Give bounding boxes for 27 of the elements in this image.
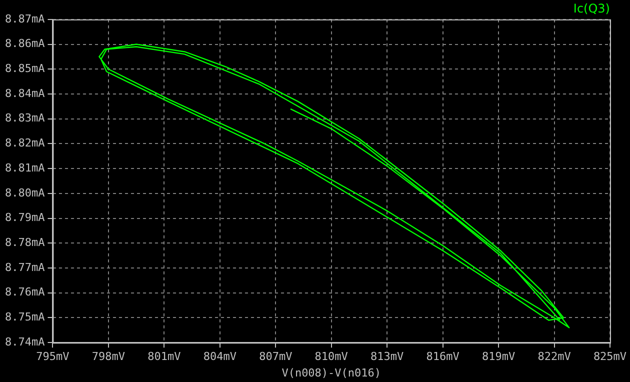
y-tick-label: 8.84mA — [4, 86, 46, 100]
chart-title: Ic(Q3) — [573, 1, 610, 16]
x-tick-label: 801mV — [148, 350, 182, 364]
x-axis-title: V(n008)-V(n016) — [282, 366, 382, 380]
x-tick-label: 825mV — [593, 350, 627, 364]
y-tick-label: 8.77mA — [4, 260, 46, 274]
y-tick-label: 8.85mA — [4, 62, 46, 75]
y-tick-label: 8.86mA — [4, 37, 46, 50]
y-tick-label: 8.75mA — [4, 310, 46, 324]
y-tick-label: 8.82mA — [4, 136, 46, 150]
y-tick-label: 8.76mA — [4, 286, 46, 299]
y-tick-label: 8.78mA — [4, 236, 46, 250]
y-tick-label: 8.83mA — [4, 112, 46, 125]
x-tick-label: 807mV — [259, 350, 293, 364]
x-tick-label: 798mV — [92, 350, 126, 364]
x-tick-label: 816mV — [426, 350, 460, 364]
y-tick-label: 8.74mA — [4, 335, 46, 348]
y-tick-label: 8.87mA — [4, 12, 46, 26]
x-tick-label: 795mV — [36, 350, 70, 364]
y-tick-label: 8.80mA — [4, 186, 46, 200]
x-tick-label: 822mV — [538, 350, 572, 364]
x-tick-label: 804mV — [203, 350, 237, 364]
y-tick-label: 8.81mA — [4, 161, 46, 174]
x-tick-label: 810mV — [314, 350, 348, 364]
y-tick-label: 8.79mA — [4, 211, 46, 224]
x-tick-label: 813mV — [370, 350, 404, 364]
x-tick-label: 819mV — [482, 350, 516, 364]
